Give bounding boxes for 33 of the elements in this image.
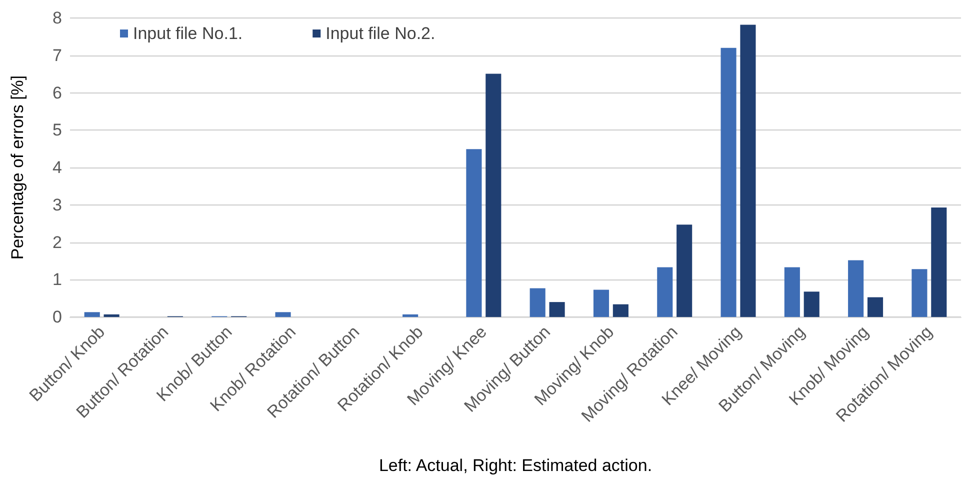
legend-label: Input file No.2.: [326, 24, 436, 43]
y-tick-label: 8: [52, 8, 62, 28]
bar: [804, 292, 820, 317]
bar: [867, 297, 884, 317]
bar: [657, 267, 673, 317]
x-axis-title: Left: Actual, Right: Estimated action.: [378, 456, 652, 475]
bar: [402, 314, 418, 317]
bar: [720, 48, 736, 317]
bar: [549, 302, 565, 317]
y-tick-label: 5: [52, 120, 62, 140]
bar: [848, 260, 864, 317]
bar: [912, 269, 928, 317]
y-tick-label: 1: [52, 270, 62, 290]
y-axis-title: Percentage of errors [%]: [8, 75, 27, 260]
bar: [275, 312, 291, 317]
bar: [466, 149, 482, 317]
bar: [593, 290, 610, 317]
y-tick-label: 3: [52, 195, 62, 214]
bar: [740, 24, 756, 317]
bar: [931, 207, 947, 317]
bar: [84, 312, 100, 317]
bar: [676, 224, 692, 317]
bar: [530, 288, 546, 317]
y-tick-label: 4: [52, 158, 62, 177]
y-tick-label: 0: [52, 308, 62, 326]
y-tick-label: 7: [52, 46, 62, 65]
bar: [612, 304, 628, 317]
bar: [486, 74, 502, 317]
y-tick-label: 2: [52, 232, 62, 252]
legend-label: Input file No.1.: [133, 24, 243, 43]
bar: [784, 267, 800, 317]
y-tick-label: 6: [52, 83, 62, 102]
bar: [104, 314, 120, 317]
